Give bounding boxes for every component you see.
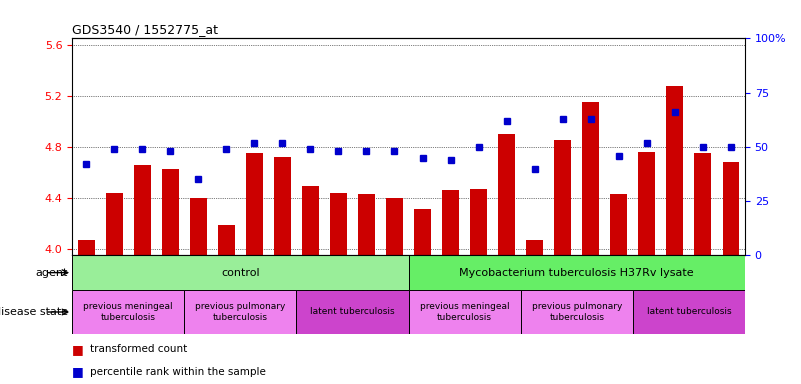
Bar <box>666 86 683 384</box>
Text: ■: ■ <box>72 343 84 356</box>
Bar <box>190 198 207 384</box>
Bar <box>358 194 375 384</box>
Text: latent tuberculosis: latent tuberculosis <box>646 308 731 316</box>
Bar <box>633 290 745 334</box>
Text: latent tuberculosis: latent tuberculosis <box>310 308 395 316</box>
Text: transformed count: transformed count <box>90 344 187 354</box>
Text: GDS3540 / 1552775_at: GDS3540 / 1552775_at <box>72 23 218 36</box>
Bar <box>134 165 151 384</box>
Bar <box>78 240 95 384</box>
Text: control: control <box>221 268 260 278</box>
Bar <box>162 169 179 384</box>
Bar <box>694 153 711 384</box>
Bar <box>638 152 655 384</box>
Bar <box>610 194 627 384</box>
Text: disease state: disease state <box>0 307 68 317</box>
Bar <box>218 225 235 384</box>
Bar <box>409 290 521 334</box>
Bar <box>414 209 431 384</box>
Bar <box>498 134 515 384</box>
Text: previous pulmonary
tuberculosis: previous pulmonary tuberculosis <box>532 302 622 322</box>
Bar <box>330 193 347 384</box>
Bar <box>521 290 633 334</box>
Bar <box>274 157 291 384</box>
Text: Mycobacterium tuberculosis H37Rv lysate: Mycobacterium tuberculosis H37Rv lysate <box>460 268 694 278</box>
Bar <box>302 187 319 384</box>
Text: percentile rank within the sample: percentile rank within the sample <box>90 366 266 377</box>
Bar <box>409 255 745 290</box>
Bar <box>106 193 123 384</box>
Text: previous meningeal
tuberculosis: previous meningeal tuberculosis <box>420 302 509 322</box>
Bar <box>184 290 296 334</box>
Bar <box>296 290 409 334</box>
Bar <box>72 290 184 334</box>
Bar <box>723 162 739 384</box>
Bar <box>582 102 599 384</box>
Bar <box>386 198 403 384</box>
Text: agent: agent <box>36 268 68 278</box>
Bar <box>246 153 263 384</box>
Bar <box>470 189 487 384</box>
Text: ■: ■ <box>72 365 84 378</box>
Bar <box>554 141 571 384</box>
Bar <box>442 190 459 384</box>
Bar <box>72 255 409 290</box>
Text: previous pulmonary
tuberculosis: previous pulmonary tuberculosis <box>195 302 285 322</box>
Bar <box>526 240 543 384</box>
Text: previous meningeal
tuberculosis: previous meningeal tuberculosis <box>83 302 173 322</box>
